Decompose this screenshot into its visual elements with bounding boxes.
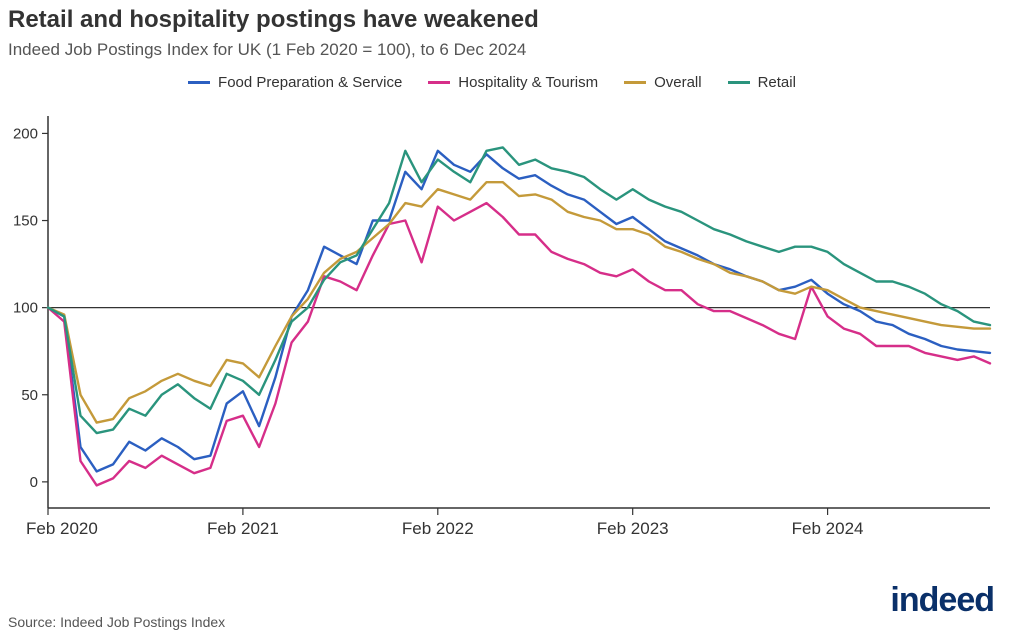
legend-item: Food Preparation & Service (188, 74, 402, 91)
legend-item: Retail (728, 74, 796, 91)
logo-text: indeed (890, 581, 994, 619)
legend-swatch (428, 81, 450, 84)
svg-text:100: 100 (13, 300, 38, 317)
legend-item: Hospitality & Tourism (428, 74, 598, 91)
legend-item: Overall (624, 74, 702, 91)
svg-text:Feb 2024: Feb 2024 (792, 519, 864, 538)
svg-text:200: 200 (13, 125, 38, 142)
chart-title: Retail and hospitality postings have wea… (8, 6, 539, 34)
svg-text:Feb 2023: Feb 2023 (597, 519, 669, 538)
indeed-logo: indeed (890, 581, 994, 620)
chart-subtitle: Indeed Job Postings Index for UK (1 Feb … (8, 40, 526, 60)
legend-swatch (728, 81, 750, 84)
svg-text:Feb 2020: Feb 2020 (26, 519, 98, 538)
svg-text:Feb 2021: Feb 2021 (207, 519, 279, 538)
legend-label: Overall (654, 74, 702, 91)
legend-label: Hospitality & Tourism (458, 74, 598, 91)
legend-swatch (188, 81, 210, 84)
legend-label: Food Preparation & Service (218, 74, 402, 91)
svg-text:Feb 2022: Feb 2022 (402, 519, 474, 538)
series-line (48, 151, 990, 472)
chart-container: { "title": "Retail and hospitality posti… (0, 0, 1024, 640)
line-chart-svg: 050100150200Feb 2020Feb 2021Feb 2022Feb … (30, 108, 1000, 548)
legend: Food Preparation & Service Hospitality & … (0, 74, 984, 91)
svg-text:0: 0 (30, 474, 38, 491)
plot-area: 050100150200Feb 2020Feb 2021Feb 2022Feb … (30, 108, 1000, 548)
legend-swatch (624, 81, 646, 84)
legend-label: Retail (758, 74, 796, 91)
series-line (48, 147, 990, 433)
source-text: Source: Indeed Job Postings Index (8, 614, 225, 630)
series-line (48, 203, 990, 485)
svg-text:50: 50 (21, 387, 38, 404)
series-line (48, 182, 990, 422)
svg-text:150: 150 (13, 213, 38, 230)
